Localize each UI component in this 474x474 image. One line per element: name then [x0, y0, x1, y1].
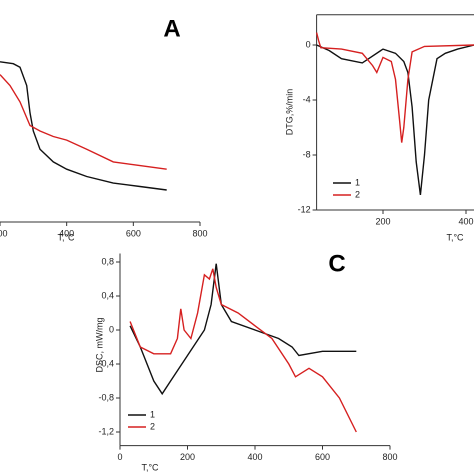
legend-label: 1 [355, 177, 360, 187]
y-tick-label: -12 [298, 204, 311, 214]
x-tick-label: 800 [382, 452, 397, 462]
x-tick-label: 200 [375, 216, 390, 226]
y-tick-label: -0,8 [98, 392, 114, 402]
series-line [129, 263, 357, 396]
y-tick-label: 0,4 [101, 290, 114, 300]
legend-label: 1 [150, 409, 155, 419]
x-tick-label: 200 [180, 452, 195, 462]
series-line [0, 61, 167, 191]
y-axis-label: DTG,%/min [284, 89, 294, 136]
series-line [0, 74, 167, 170]
x-tick-label: 0 [117, 452, 122, 462]
x-axis-label: T,°C [141, 462, 159, 472]
y-tick-label: 0 [109, 324, 114, 334]
y-tick-label: 0,8 [101, 256, 114, 266]
series-line [129, 268, 357, 433]
x-tick-label: 600 [126, 228, 141, 238]
chart-title: A [163, 15, 180, 42]
x-tick-label: 200 [0, 228, 8, 238]
x-tick-label: 400 [458, 216, 473, 226]
y-tick-label: -0,4 [98, 358, 114, 368]
series-line [316, 44, 474, 195]
y-axis-label: DSC, mW/mg [94, 318, 104, 373]
y-tick-label: -8 [303, 149, 311, 159]
x-tick-label: 800 [192, 228, 207, 238]
x-axis-label: T,°C [446, 232, 464, 242]
y-tick-label: -4 [303, 94, 311, 104]
series-line [315, 32, 474, 143]
y-tick-label: 0 [306, 39, 311, 49]
y-tick-label: -1,2 [98, 426, 114, 436]
x-tick-label: 400 [59, 228, 74, 238]
chart-title: C [328, 250, 345, 277]
x-axis-label: T,°C [57, 232, 75, 242]
x-tick-label: 600 [315, 452, 330, 462]
legend-label: 2 [355, 189, 360, 199]
legend-label: 2 [150, 421, 155, 431]
x-tick-label: 400 [247, 452, 262, 462]
